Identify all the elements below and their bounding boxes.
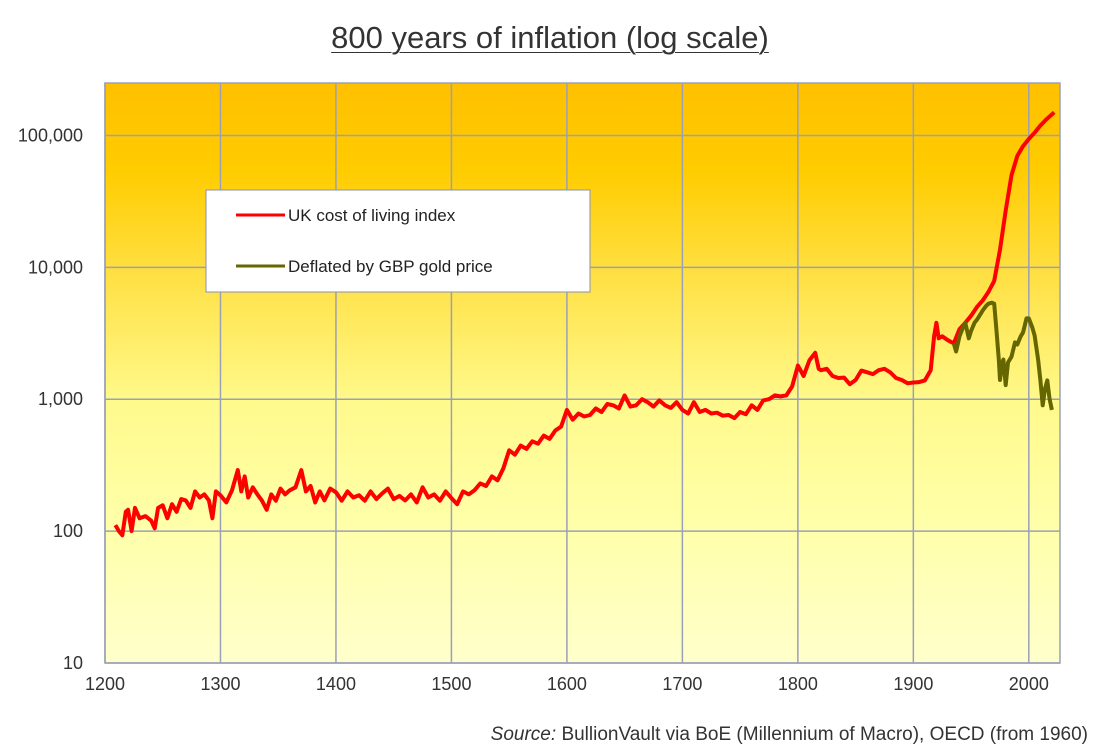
series-group [113,110,1056,538]
gridlines [104,83,1060,664]
source-label: Source: [490,724,557,745]
y-tick-label: 10,000 [28,257,83,277]
legend-label-gold-deflated: Deflated by GBP gold price [288,257,493,276]
legend-label-cost-of-living: UK cost of living index [288,206,456,225]
chart-title: 800 years of inflation (log scale) [331,20,769,55]
source-text: BullionVault via BoE (Millennium of Macr… [561,724,1088,745]
tick-labels: 1200 1300 1400 1500 1600 1700 1800 1900 2000 10 10… [18,125,1049,694]
series-line-gold-deflated [951,300,1054,411]
series-line-cost-of-living [113,110,1056,538]
x-tick-label: 1900 [893,674,933,694]
y-tick-label: 100,000 [18,125,83,145]
x-tick-label: 1500 [431,674,471,694]
x-tick-label: 1700 [662,674,702,694]
y-tick-label: 100 [53,521,83,541]
x-tick-label: 1200 [85,674,125,694]
x-tick-label: 1800 [778,674,818,694]
y-tick-label: 1,000 [38,389,83,409]
legend: UK cost of living index Deflated by GBP … [205,189,591,293]
plot-area [104,82,1061,664]
source-note: Source: BullionVault via BoE (Millennium… [491,724,1088,746]
x-tick-label: 1300 [200,674,240,694]
x-tick-label: 2000 [1009,674,1049,694]
x-tick-label: 1400 [316,674,356,694]
x-tick-label: 1600 [547,674,587,694]
y-tick-label: 10 [63,653,83,673]
